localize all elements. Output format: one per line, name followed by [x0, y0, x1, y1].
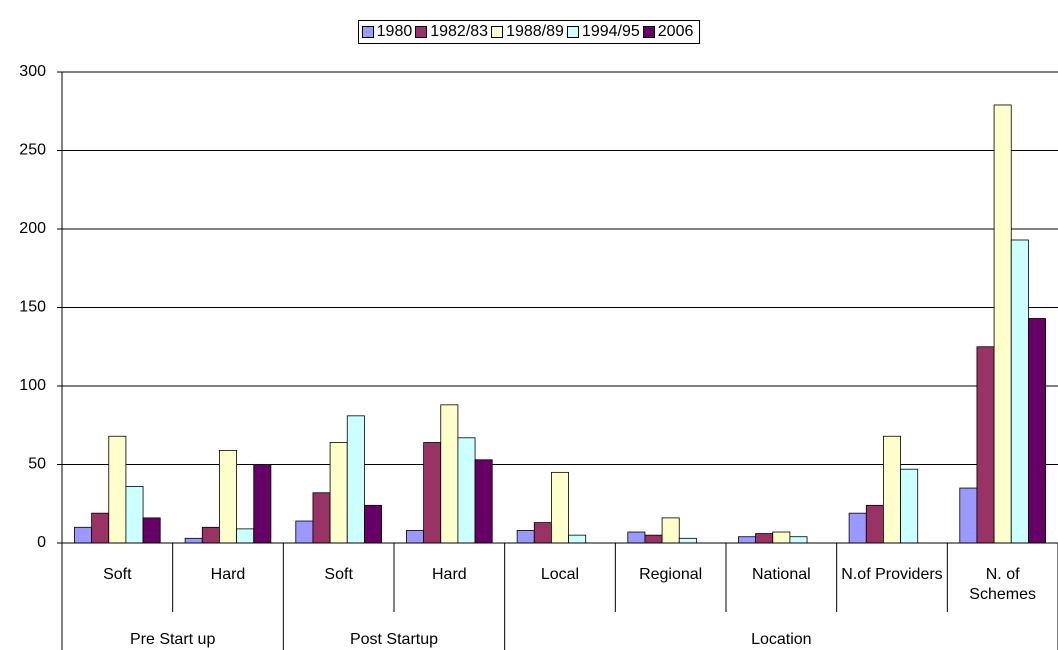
bar — [1027, 318, 1046, 544]
bar — [312, 492, 331, 544]
bar — [738, 536, 757, 544]
bar — [848, 512, 867, 544]
y-tick-label: 50 — [28, 456, 46, 473]
legend: 1980 1982/83 1988/89 1994/95 2006 — [0, 20, 1058, 44]
x-tick-label: Soft — [103, 566, 132, 583]
bar — [755, 533, 774, 544]
legend-item: 1982/83 — [415, 22, 488, 42]
bar — [184, 537, 203, 544]
bar — [440, 404, 459, 544]
legend-item: 1994/95 — [566, 22, 640, 42]
x-tick-label: N.of Providers — [841, 566, 943, 583]
legend-swatch — [491, 26, 504, 38]
bar — [406, 530, 425, 544]
legend-swatch — [415, 26, 428, 38]
bar — [865, 504, 884, 544]
x-tick-label: Regional — [639, 566, 703, 583]
bar — [900, 468, 919, 544]
bar — [329, 442, 348, 544]
legend-label: 2006 — [657, 23, 694, 40]
bar — [423, 442, 442, 544]
legend-item: 1988/89 — [491, 22, 564, 42]
legend-item: 2006 — [642, 22, 694, 42]
bar — [644, 534, 663, 544]
x-tick-label: Local — [540, 566, 580, 583]
legend-swatch — [361, 26, 374, 38]
legend-swatch — [566, 26, 579, 38]
bar — [219, 449, 237, 544]
bar — [993, 104, 1012, 544]
bar — [976, 346, 995, 544]
bar — [295, 520, 314, 544]
bar — [661, 517, 680, 544]
legend-label: 1994/95 — [581, 23, 640, 40]
bar — [125, 486, 144, 544]
y-tick-label: 200 — [19, 220, 46, 237]
bar — [516, 530, 535, 544]
x-tick-label: Hard — [210, 566, 246, 583]
bar — [551, 471, 569, 544]
bar — [346, 415, 365, 544]
legend-box: 1980 1982/83 1988/89 1994/95 2006 — [357, 20, 701, 44]
x-tick-label: N. of Schemes — [969, 566, 1036, 603]
bar — [474, 459, 493, 544]
group-label: Post Startup — [349, 631, 439, 648]
bar — [627, 531, 646, 544]
bar — [533, 522, 552, 544]
legend-label: 1982/83 — [430, 23, 489, 40]
legend-item: 1980 — [361, 22, 413, 42]
legend-label: 1980 — [376, 23, 413, 40]
x-tick-label: Hard — [431, 566, 467, 583]
legend-label: 1988/89 — [506, 23, 564, 40]
bar — [142, 517, 161, 544]
bar — [201, 526, 220, 544]
x-tick-label: Soft — [324, 566, 353, 583]
bar — [236, 528, 255, 544]
legend-swatch — [642, 26, 655, 38]
y-tick-label: 300 — [19, 63, 46, 80]
bar — [253, 464, 272, 544]
y-tick-label: 250 — [19, 142, 46, 159]
bar — [568, 534, 587, 544]
bar — [1010, 239, 1029, 544]
bar — [789, 536, 808, 544]
y-tick-label: 150 — [19, 299, 46, 316]
bar — [457, 437, 476, 544]
bar — [363, 504, 382, 544]
y-tick-label: 100 — [19, 377, 46, 394]
bar — [678, 537, 697, 544]
bar — [959, 487, 978, 544]
group-label: Location — [751, 631, 812, 648]
bar — [91, 512, 110, 544]
bar — [883, 435, 901, 544]
bar — [74, 526, 93, 544]
x-tick-label: National — [751, 566, 811, 583]
group-label: Pre Start up — [129, 631, 216, 648]
bar — [108, 435, 127, 544]
y-tick-label: 0 — [37, 534, 46, 551]
bar — [772, 531, 791, 544]
